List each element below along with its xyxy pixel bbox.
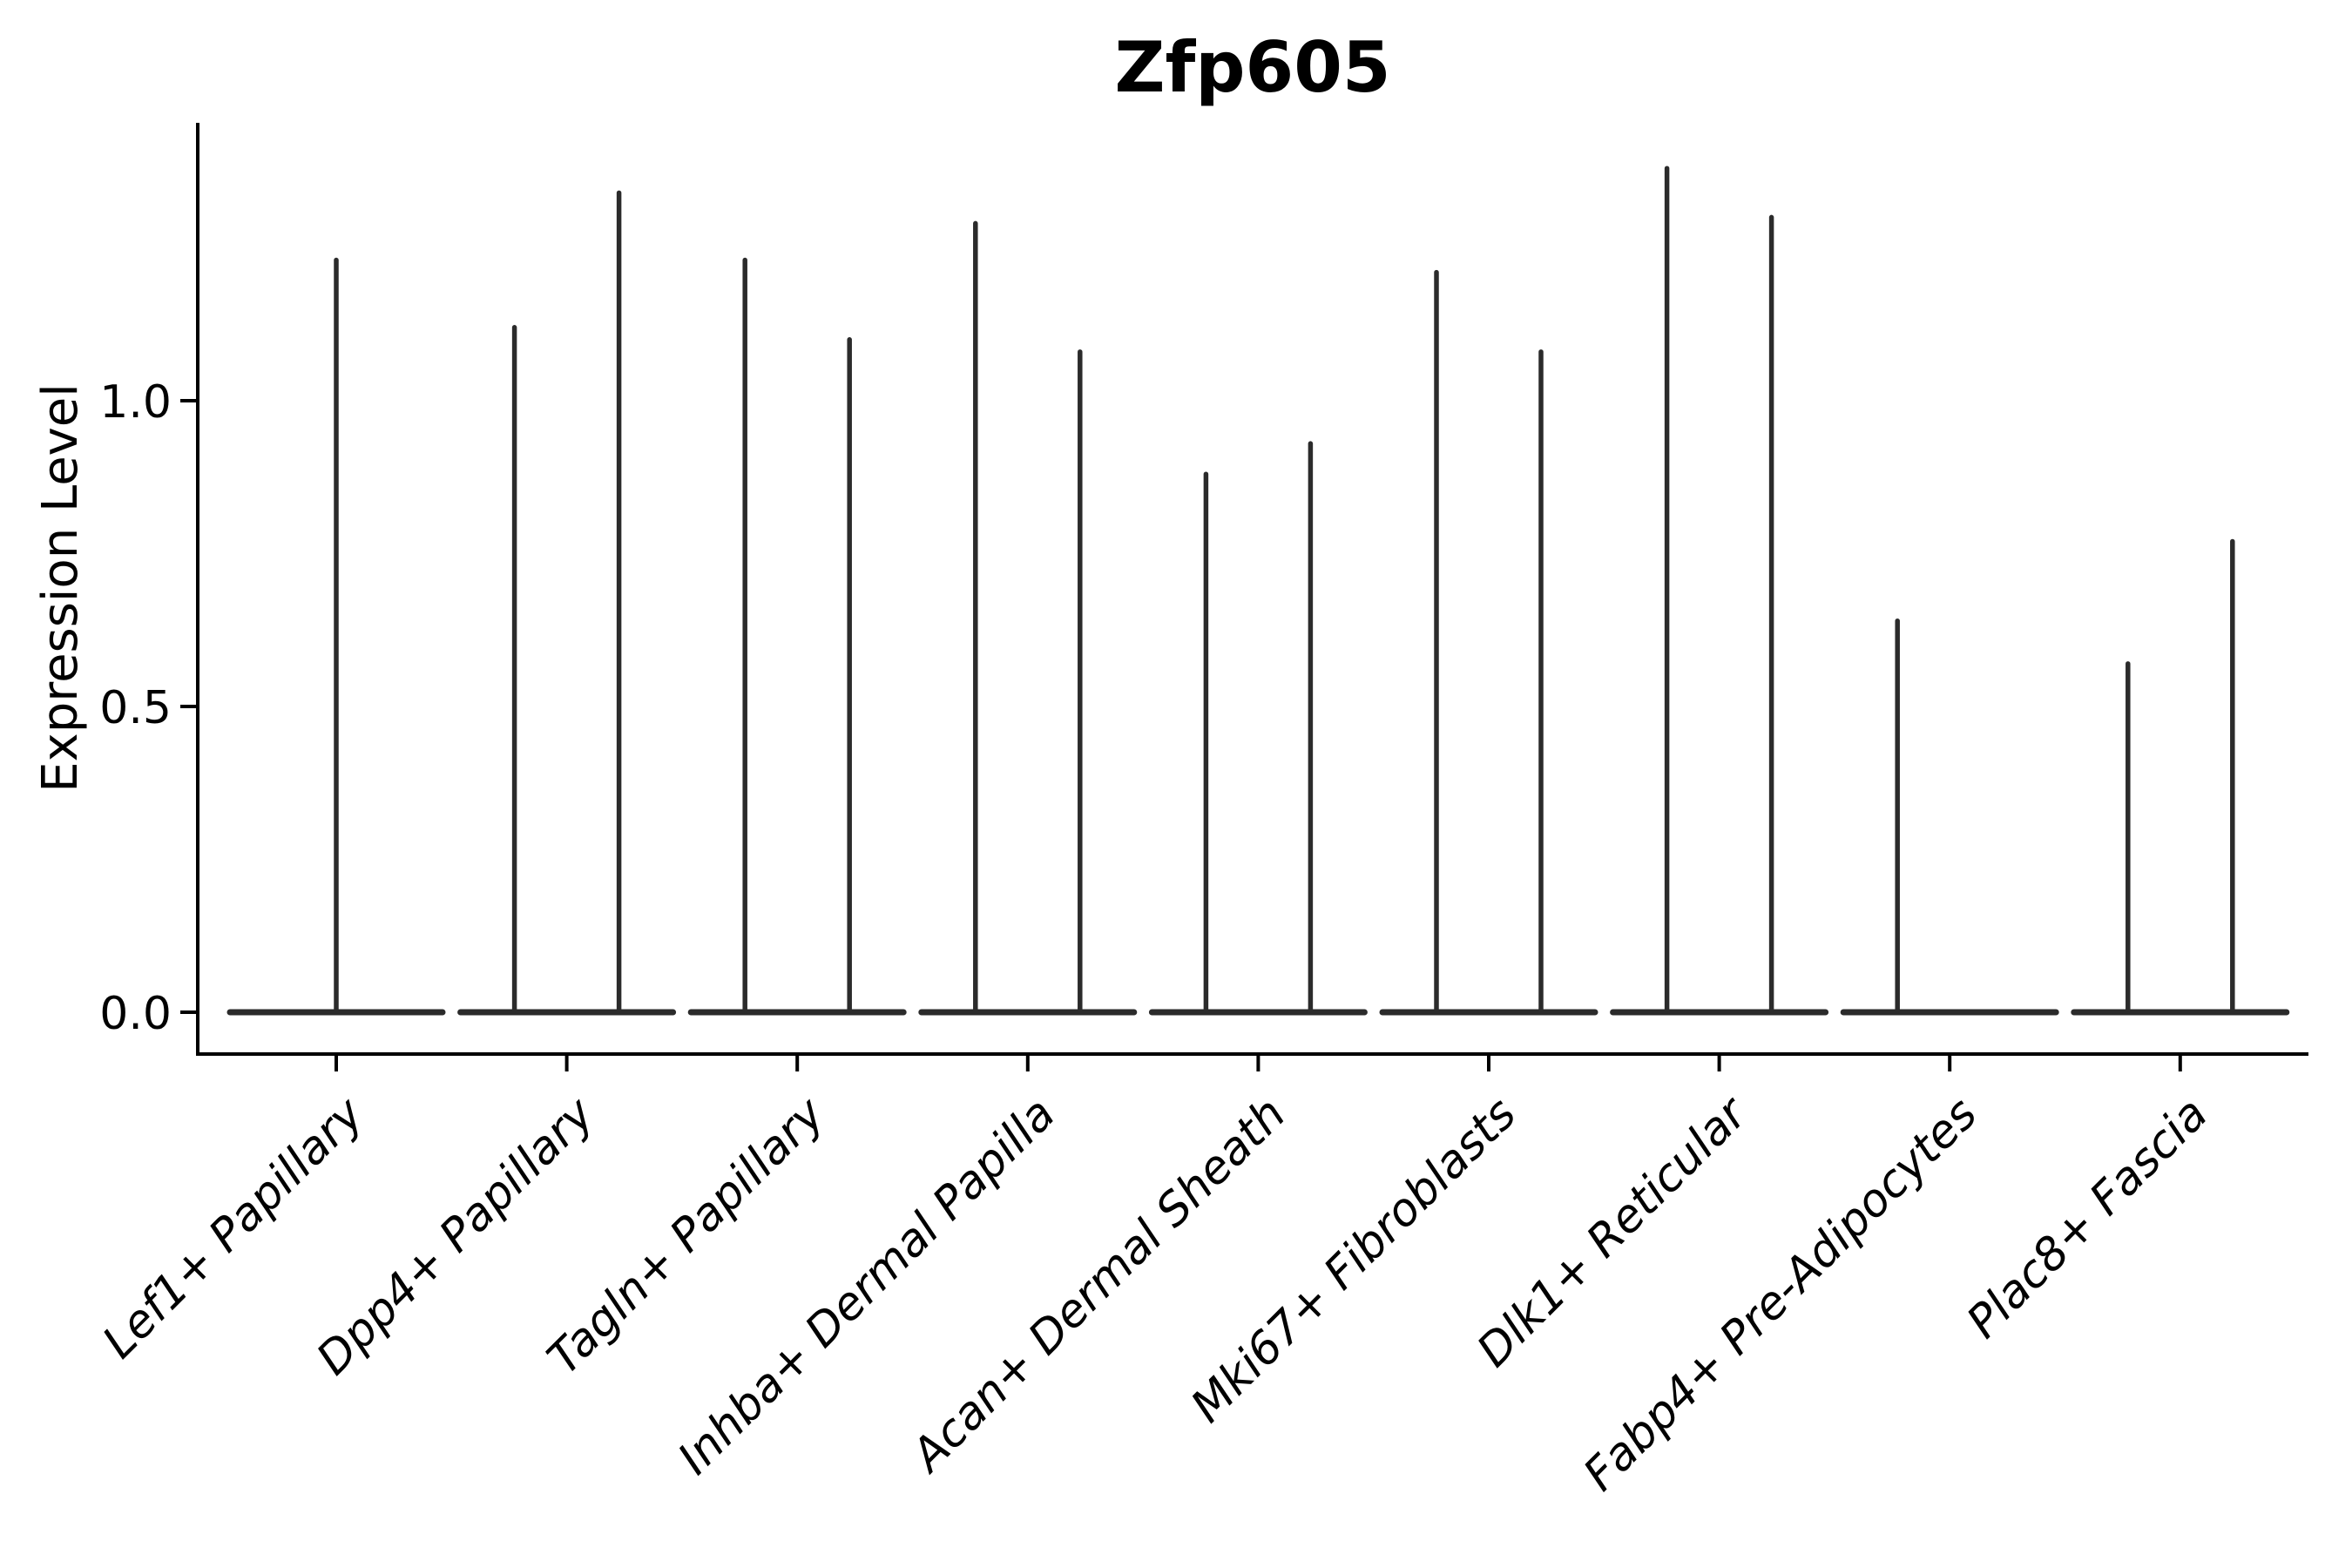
x-tick-label: Acan+ Dermal Sheath bbox=[901, 1088, 1296, 1484]
chart-title: Zfp605 bbox=[1114, 27, 1390, 108]
x-tick-label: Inhba+ Dermal Papilla bbox=[668, 1088, 1065, 1485]
y-tick-label: 1.0 bbox=[99, 376, 172, 429]
y-tick-label: 0.5 bbox=[99, 682, 172, 734]
y-axis-label: Expression Level bbox=[32, 383, 89, 793]
x-tick-label: Fabp4+ Pre-Adipocytes bbox=[1574, 1088, 1988, 1502]
y-tick-label: 0.0 bbox=[99, 988, 172, 1040]
x-tick-label: Plac8+ Fascia bbox=[1957, 1088, 2218, 1348]
